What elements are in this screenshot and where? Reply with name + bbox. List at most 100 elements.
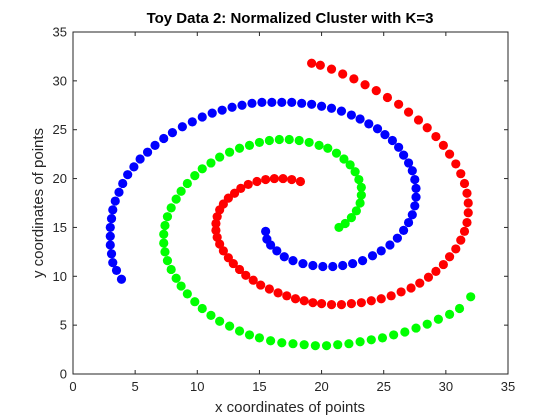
data-point (142, 147, 153, 157)
data-point (308, 260, 318, 271)
data-point (299, 296, 309, 306)
data-point (349, 74, 359, 84)
data-point (106, 214, 117, 224)
data-point (308, 298, 318, 308)
x-tick-label: 0 (69, 379, 76, 394)
data-point (160, 247, 170, 257)
data-point (225, 321, 235, 331)
data-point (315, 60, 325, 70)
series-1 (159, 134, 476, 351)
series-0 (211, 58, 473, 310)
data-point (403, 107, 414, 117)
data-point (454, 303, 465, 314)
data-point (297, 98, 307, 108)
data-point (182, 178, 192, 189)
x-tick-label: 5 (132, 379, 139, 394)
data-point (346, 213, 356, 223)
data-point (299, 340, 309, 350)
data-point (129, 162, 139, 172)
data-point (354, 174, 364, 185)
data-point (380, 130, 390, 140)
data-point (118, 178, 128, 189)
data-point (182, 289, 192, 299)
data-point (400, 327, 410, 337)
data-point (177, 122, 187, 132)
data-point (422, 319, 432, 329)
data-point (110, 196, 120, 206)
data-point (105, 231, 115, 241)
data-point (339, 154, 349, 164)
data-point (348, 258, 358, 269)
data-point (234, 264, 245, 275)
data-point (389, 330, 399, 340)
data-point (438, 259, 448, 270)
data-point (218, 246, 228, 256)
data-point (410, 174, 420, 185)
data-point (399, 225, 409, 235)
data-point (364, 119, 374, 129)
data-point (123, 170, 133, 180)
data-point (272, 246, 282, 256)
data-point (111, 265, 122, 276)
data-point (256, 280, 266, 290)
data-point (360, 80, 370, 90)
y-tick-label: 25 (53, 122, 67, 137)
data-point (462, 217, 472, 228)
data-point (376, 246, 386, 256)
data-point (346, 110, 356, 120)
data-point (211, 218, 221, 229)
data-point (228, 258, 238, 269)
data-point (310, 341, 320, 351)
data-point (244, 330, 255, 340)
data-point (463, 198, 473, 208)
data-point (262, 234, 272, 244)
data-point (217, 105, 227, 115)
data-point (423, 272, 434, 282)
data-point (350, 167, 360, 177)
data-point (105, 240, 115, 250)
data-point (197, 164, 207, 174)
data-point (431, 131, 441, 142)
data-point (190, 171, 200, 181)
x-tick-label: 30 (439, 379, 453, 394)
data-point (316, 299, 327, 309)
data-point (307, 99, 317, 109)
y-tick-label: 5 (60, 318, 67, 333)
data-point (274, 134, 284, 145)
data-point (215, 239, 225, 249)
data-point (176, 186, 186, 196)
data-point (106, 249, 117, 259)
data-point (243, 179, 253, 190)
data-point (252, 176, 262, 187)
data-point (438, 140, 448, 150)
data-point (346, 299, 356, 309)
data-point (162, 256, 173, 266)
data-point (456, 169, 466, 179)
data-point (257, 97, 267, 107)
data-point (261, 226, 271, 236)
data-point (261, 174, 271, 185)
data-point (304, 137, 314, 148)
data-point (234, 326, 245, 336)
data-point (212, 212, 222, 222)
data-point (326, 300, 337, 310)
data-point (105, 222, 115, 233)
data-point (290, 294, 301, 304)
data-point (197, 303, 207, 314)
data-point (338, 260, 348, 271)
data-point (326, 103, 337, 113)
data-point (241, 270, 251, 280)
data-point (267, 97, 277, 107)
data-point (372, 124, 383, 134)
data-point (377, 333, 388, 343)
data-point (336, 106, 347, 116)
data-point (431, 266, 441, 276)
data-point (351, 206, 361, 216)
points-layer (105, 58, 476, 351)
y-tick-label: 30 (53, 73, 67, 88)
data-point (150, 140, 160, 150)
data-point (176, 281, 186, 291)
x-tick-label: 15 (252, 379, 266, 394)
